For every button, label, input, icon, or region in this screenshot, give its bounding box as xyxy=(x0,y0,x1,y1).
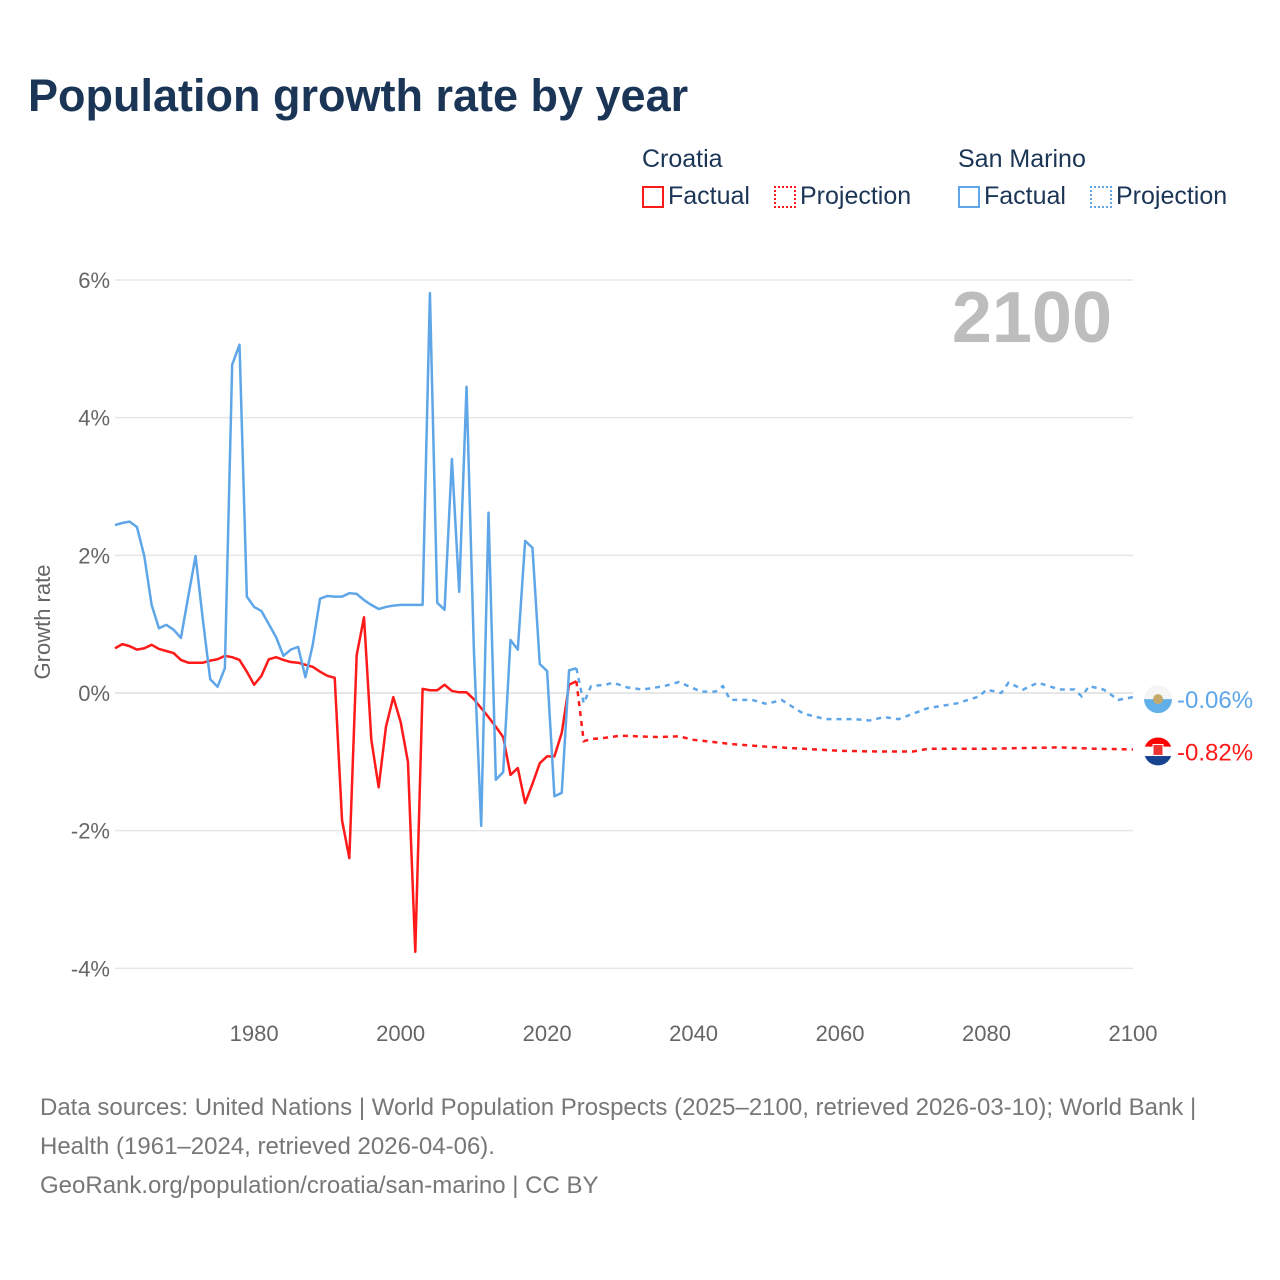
croatia-factual-line xyxy=(114,616,577,954)
x-tick-label: 2080 xyxy=(962,1021,1011,1046)
year-watermark: 2100 xyxy=(952,278,1112,358)
croatia-projection-line xyxy=(575,681,1134,753)
y-tick-label: 6% xyxy=(78,268,110,293)
legend-croatia-title: Croatia xyxy=(642,145,723,173)
credit-link[interactable]: GeoRank.org/population/croatia/san-marin… xyxy=(40,1172,599,1199)
legend-san-marino-projection[interactable]: Projection xyxy=(1089,182,1228,211)
y-tick-label: -2% xyxy=(71,819,110,844)
legend-croatia: Croatia Factual Projection xyxy=(642,145,929,211)
solid-swatch-icon xyxy=(958,185,980,208)
legend-san-marino: San Marino Factual Projection xyxy=(958,145,1227,211)
data-sources: Data sources: United Nations | World Pop… xyxy=(40,1094,1197,1160)
y-tick-label: 4% xyxy=(78,406,110,431)
x-tick-label: 2040 xyxy=(669,1021,718,1046)
x-tick-label: 1980 xyxy=(230,1021,279,1046)
chart-title: Population growth rate by year xyxy=(28,70,689,121)
san-marino-end-label: -0.06% xyxy=(1177,687,1253,714)
dotted-swatch-icon xyxy=(773,185,796,208)
x-tick-label: 2060 xyxy=(816,1021,865,1046)
legend-label: Factual xyxy=(984,182,1066,210)
san-marino-flag-icon xyxy=(1144,685,1172,714)
dotted-swatch-icon xyxy=(1089,185,1112,208)
legend-label: Factual xyxy=(668,182,750,210)
croatia-end-label: -0.82% xyxy=(1177,739,1253,766)
footer: Data sources: United Nations | World Pop… xyxy=(40,1088,1240,1205)
legend-label: Projection xyxy=(1115,182,1228,210)
legend-croatia-projection[interactable]: Projection xyxy=(773,182,912,211)
san-marino-factual-line xyxy=(114,291,577,828)
x-tick-label: 2000 xyxy=(376,1021,425,1046)
x-tick-label: 2020 xyxy=(523,1021,572,1046)
y-tick-label: -4% xyxy=(71,956,110,981)
y-axis-label: Growth rate xyxy=(30,565,55,680)
x-tick-label: 2100 xyxy=(1109,1021,1158,1046)
legend-san-marino-title: San Marino xyxy=(958,145,1086,173)
legend-san-marino-factual[interactable]: Factual xyxy=(958,182,1066,211)
san-marino-projection-line xyxy=(575,667,1134,722)
croatia-flag-icon xyxy=(1144,737,1172,766)
legend-label: Projection xyxy=(799,182,912,210)
y-tick-label: 0% xyxy=(78,681,110,706)
solid-swatch-icon xyxy=(642,185,664,208)
y-tick-label: 2% xyxy=(78,543,110,568)
legend-croatia-factual[interactable]: Factual xyxy=(642,182,750,211)
